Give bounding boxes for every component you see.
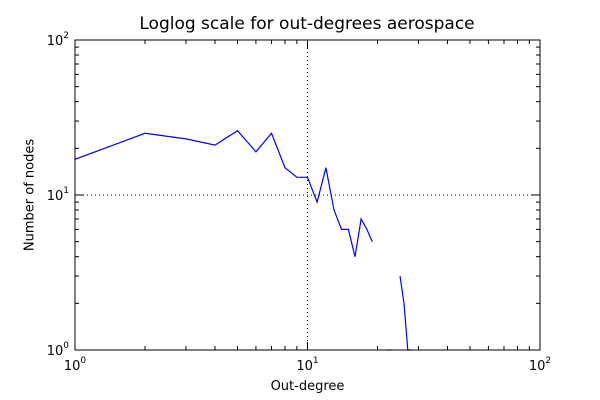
y-tick-label: 102 xyxy=(47,31,69,49)
grid xyxy=(75,40,540,350)
x-tick-label: 102 xyxy=(529,356,551,374)
x-axis-label: Out-degree xyxy=(270,379,345,394)
series-line-segment xyxy=(75,129,373,257)
y-tick-label: 100 xyxy=(47,341,70,359)
series xyxy=(75,129,412,351)
y-tick-label: 101 xyxy=(47,186,69,204)
chart-title: Loglog scale for out-degrees aerospace xyxy=(139,14,475,34)
plot-frame xyxy=(74,39,541,351)
series-line-segment xyxy=(399,275,412,351)
tick-labels: 100 101 102 100 101 102 xyxy=(47,31,551,374)
x-tick-label: 101 xyxy=(296,356,318,374)
x-tick-label: 100 xyxy=(64,356,87,374)
